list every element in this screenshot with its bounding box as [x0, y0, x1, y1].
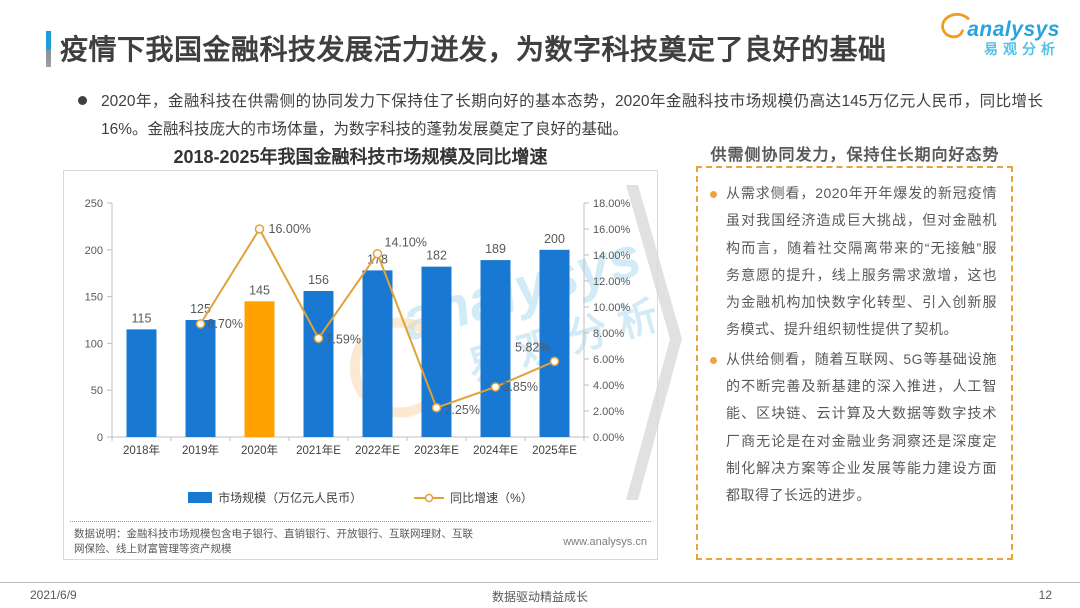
logo-brand-cn: 易观分析 — [984, 41, 1060, 57]
growth-value-label: 16.00% — [269, 222, 311, 236]
insight-bullet-2: 从供给侧看，随着互联网、5G等基础设施的不断完善及新基建的深入推进，人工智能、区… — [710, 346, 997, 510]
growth-point-2019年 — [195, 319, 206, 329]
y-axis-left-label: 50 — [91, 385, 103, 397]
legend-item-growth-rate: 同比增速（%） — [414, 489, 533, 506]
legend-bar-swatch — [188, 492, 213, 503]
bar-value-label: 156 — [308, 273, 329, 287]
bar-2022年E — [362, 270, 393, 437]
y-axis-right-label: 0.00% — [593, 432, 624, 444]
panel-title: 供需侧协同发力，保持住长期向好态势 — [710, 147, 1000, 164]
insight-bullet-text: 从供给侧看，随着互联网、5G等基础设施的不断完善及新基建的深入推进，人工智能、区… — [726, 350, 997, 504]
y-axis-right-label: 16.00% — [593, 224, 631, 236]
y-axis-left-label: 150 — [85, 292, 103, 304]
bar-value-label: 200 — [544, 232, 565, 246]
x-axis-label: 2022年E — [355, 443, 400, 457]
x-axis-label: 2025年E — [532, 443, 577, 457]
page-number: 12 — [1038, 588, 1052, 602]
logo-swoosh-icon — [941, 13, 970, 39]
bar-value-label: 189 — [485, 242, 506, 256]
footer-slogan: 数据驱动精益成长 — [491, 590, 588, 604]
brand-logo: analysys 易观分析 — [928, 12, 1060, 59]
y-axis-left-label: 0 — [97, 432, 103, 444]
x-axis-label: 2020年 — [241, 443, 278, 457]
x-axis-label: 2021年E — [296, 443, 341, 457]
bar-value-label: 145 — [249, 283, 270, 297]
y-axis-right-label: 14.00% — [593, 250, 631, 262]
notes-row: 数据说明：金融科技市场规模包含电子银行、直销银行、开放银行、互联网理财、互联网保… — [74, 527, 647, 557]
x-axis-label: 2018年 — [123, 443, 160, 457]
y-axis-right-label: 12.00% — [593, 276, 631, 288]
y-axis-left-label: 200 — [85, 245, 103, 257]
footer-divider — [0, 582, 1080, 583]
x-axis-label: 2019年 — [182, 443, 219, 457]
growth-value-label: 8.70% — [208, 317, 243, 331]
y-axis-right-label: 4.00% — [593, 380, 624, 392]
y-axis-right-label: 6.00% — [593, 354, 624, 366]
growth-point-2023年E — [431, 403, 442, 413]
bar-2025年E — [539, 249, 570, 437]
growth-point-2025年E — [549, 356, 560, 367]
bar-2019年 — [185, 320, 216, 437]
chart-container: 0 50 100 150 200 250 0.00% 2.00% 4.00% 6.00% 8.00%… — [63, 170, 658, 560]
x-axis-label: 2023年E — [414, 443, 459, 457]
bullet-dot-icon — [710, 191, 717, 198]
chevron-right-arrow — [626, 185, 682, 500]
notes-divider — [70, 521, 651, 522]
x-axis-label: 2024年E — [473, 443, 518, 457]
legend-item-market-size: 市场规模（万亿元人民币） — [188, 489, 362, 506]
growth-point-2021年E — [313, 333, 324, 344]
y-axis-right-label: 8.00% — [593, 328, 624, 340]
growth-value-label: 5.82% — [515, 340, 550, 354]
insight-bullet-1: 从需求侧看，2020年开年爆发的新冠疫情虽对我国经济造成巨大挑战，但对金融机构而… — [710, 180, 997, 344]
bar-2020年 — [244, 301, 275, 437]
growth-value-label: 3.85% — [503, 380, 538, 394]
y-axis-right-label: 18.00% — [593, 198, 631, 210]
legend-label: 同比增速（%） — [450, 491, 533, 505]
growth-value-label: 7.59% — [326, 332, 361, 346]
chart-legend: 市场规模（万亿元人民币） 同比增速（%） — [64, 489, 657, 506]
bullet-dot-icon — [710, 356, 717, 364]
bar-value-label: 115 — [132, 311, 152, 325]
legend-label: 市场规模（万亿元人民币） — [218, 491, 363, 505]
page-title: 疫情下我国金融科技发展活力迸发，为数字科技奠定了良好的基础 — [60, 34, 887, 65]
growth-point-2020年 — [254, 224, 265, 234]
bullet-dot-icon — [78, 96, 87, 105]
y-axis-right-label: 2.00% — [593, 406, 624, 418]
source-url[interactable]: www.analysys.cn — [563, 536, 647, 549]
chart-title: 2018-2025年我国金融科技市场规模及同比增速 — [173, 147, 548, 167]
growth-point-2024年E — [490, 382, 501, 392]
intro-paragraph: 2020年，金融科技在供需侧的协同发力下保持住了长期向好的基本态势，2020年金… — [78, 88, 1043, 144]
footer-date: 2021/6/9 — [30, 588, 77, 602]
growth-value-label: 2.25% — [445, 403, 480, 417]
data-notes: 数据说明：金融科技市场规模包含电子银行、直销银行、开放银行、互联网理财、互联网保… — [74, 528, 473, 556]
bar-value-label: 125 — [190, 302, 211, 316]
growth-point-2022年E — [372, 248, 383, 259]
y-axis-left-label: 100 — [85, 338, 103, 350]
insight-bullet-list: 从需求侧看，2020年开年爆发的新冠疫情虽对我国经济造成巨大挑战，但对金融机构而… — [710, 180, 997, 510]
bar-2021年E — [303, 290, 334, 437]
title-accent-bar — [46, 31, 51, 67]
insight-panel: 从需求侧看，2020年开年爆发的新冠疫情虽对我国经济造成巨大挑战，但对金融机构而… — [696, 166, 1013, 560]
market-size-growth-chart: 0 50 100 150 200 250 0.00% 2.00% 4.00% 6.00% 8.00%… — [85, 198, 631, 457]
legend-line-swatch — [414, 493, 445, 502]
y-axis-right-label: 10.00% — [593, 302, 631, 314]
logo-brand-text: analysys — [967, 18, 1060, 41]
bar-2018年 — [126, 329, 157, 437]
growth-value-label: 14.10% — [385, 236, 427, 250]
bar-value-label: 182 — [426, 249, 447, 263]
intro-text: 2020年，金融科技在供需侧的协同发力下保持住了长期向好的基本态势，2020年金… — [101, 93, 1043, 138]
insight-bullet-text: 从需求侧看，2020年开年爆发的新冠疫情虽对我国经济造成巨大挑战，但对金融机构而… — [726, 185, 997, 338]
y-axis-left-label: 250 — [85, 198, 103, 210]
bar-2024年E — [480, 260, 511, 437]
